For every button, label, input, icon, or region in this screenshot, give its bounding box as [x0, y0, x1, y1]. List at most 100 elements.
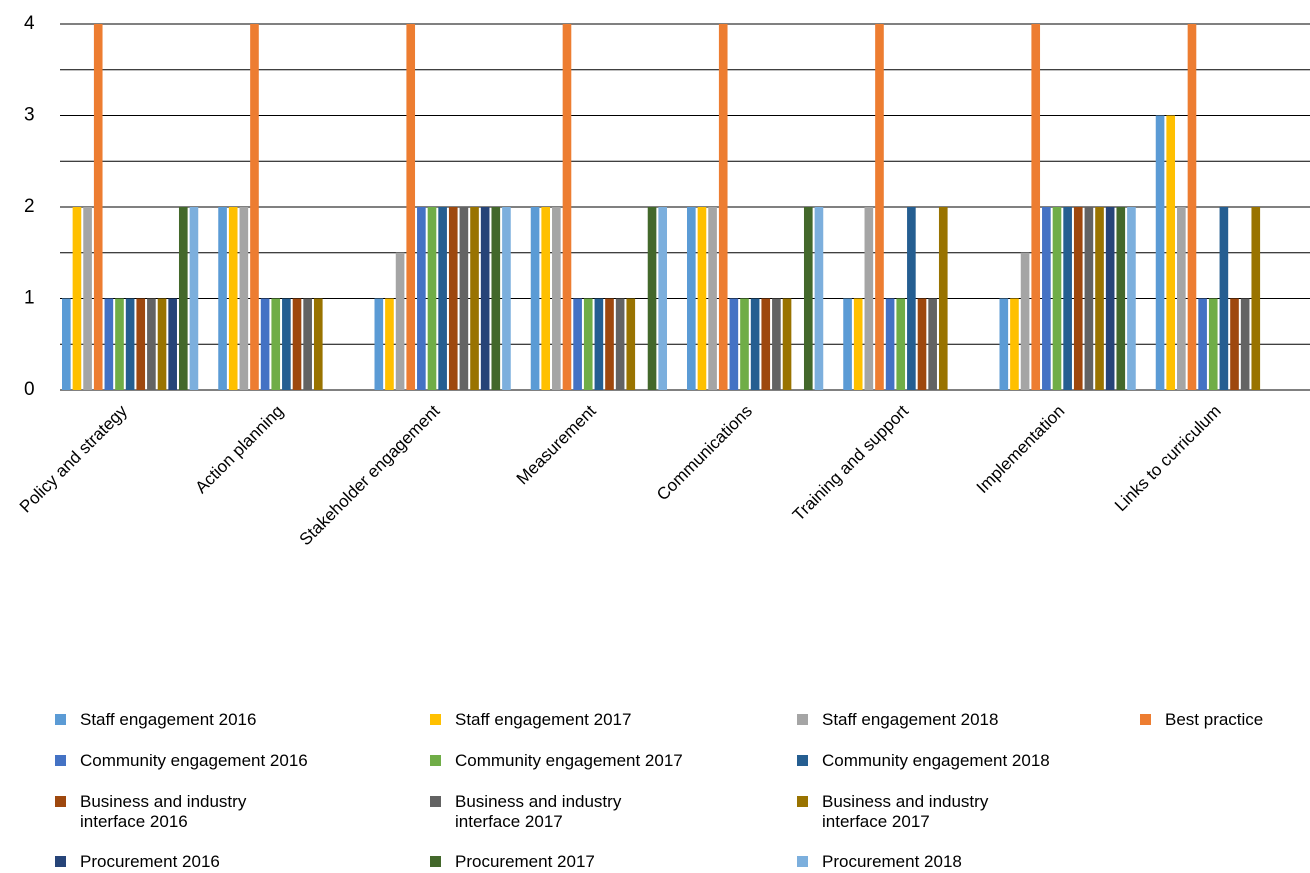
- bar: [658, 207, 667, 390]
- x-tick-label: Implementation: [973, 401, 1069, 497]
- bar: [718, 24, 728, 390]
- bar: [282, 298, 291, 390]
- bar: [626, 298, 636, 390]
- legend-item: Staff engagement 2016: [55, 710, 256, 730]
- x-tick-label: Training and support: [789, 401, 912, 524]
- legend-item: Business and industry interface 2017: [797, 792, 988, 832]
- bar: [438, 207, 447, 390]
- legend-label: Procurement 2017: [455, 852, 595, 871]
- legend-label: Procurement 2018: [822, 852, 962, 871]
- bar: [1208, 298, 1218, 390]
- bar: [552, 207, 561, 390]
- bar: [157, 298, 167, 390]
- bar: [885, 298, 895, 390]
- legend-swatch: [797, 856, 808, 867]
- bar: [427, 207, 437, 390]
- legend-swatch: [430, 856, 441, 867]
- legend-label: Community engagement 2018: [822, 751, 1050, 770]
- legend-label: Staff engagement 2017: [455, 710, 632, 729]
- bar: [938, 207, 948, 390]
- bar: [470, 207, 479, 390]
- legend-item: Procurement 2016: [55, 852, 220, 872]
- bar: [573, 298, 582, 390]
- bar: [72, 207, 82, 390]
- bar: [178, 207, 188, 390]
- bar: [1187, 24, 1197, 390]
- bar: [1230, 298, 1239, 390]
- bar: [1105, 207, 1115, 390]
- bar: [260, 298, 270, 390]
- legend-item: Community engagement 2018: [797, 751, 1050, 771]
- bar: [999, 298, 1009, 390]
- bar: [218, 207, 227, 390]
- bar: [615, 298, 625, 390]
- bar: [271, 298, 281, 390]
- bar: [136, 298, 146, 390]
- bar: [1177, 207, 1186, 390]
- bar: [1219, 207, 1229, 390]
- bar: [1052, 207, 1062, 390]
- bar: [406, 24, 416, 390]
- legend-swatch: [55, 796, 66, 807]
- x-tick-label: Policy and strategy: [16, 401, 131, 516]
- x-tick-label: Action planning: [192, 401, 288, 497]
- bar: [104, 298, 114, 390]
- bar: [168, 298, 177, 390]
- bar: [395, 252, 405, 390]
- bar: [729, 298, 739, 390]
- bar: [1042, 207, 1051, 390]
- bar: [1127, 207, 1136, 390]
- y-tick-label: 1: [24, 288, 35, 309]
- legend-label: Procurement 2016: [80, 852, 220, 871]
- bar: [750, 298, 760, 390]
- bar: [1031, 24, 1041, 390]
- bar: [491, 207, 501, 390]
- bar: [125, 298, 135, 390]
- bar: [93, 24, 103, 390]
- legend-item: Procurement 2018: [797, 852, 962, 872]
- bar: [115, 298, 124, 390]
- legend-item: Staff engagement 2017: [430, 710, 631, 730]
- legend-swatch: [797, 796, 808, 807]
- bar: [1095, 207, 1104, 390]
- bar: [605, 298, 614, 390]
- y-tick-label: 2: [24, 196, 35, 217]
- bar: [448, 207, 458, 390]
- legend-item: Best practice: [1140, 710, 1263, 730]
- bar: [1116, 207, 1126, 390]
- bar: [853, 298, 863, 390]
- bar: [928, 298, 937, 390]
- bar: [1073, 207, 1083, 390]
- legend-swatch: [1140, 714, 1151, 725]
- bar: [1084, 207, 1094, 390]
- x-tick-label: Communications: [653, 401, 756, 504]
- legend-swatch: [55, 755, 66, 766]
- legend-label: Business and industry interface 2016: [80, 792, 247, 831]
- legend-label: Staff engagement 2018: [822, 710, 999, 729]
- legend-label: Business and industry interface 2017: [455, 792, 622, 831]
- legend-swatch: [430, 796, 441, 807]
- bar: [843, 298, 852, 390]
- x-tick-label: Links to curriculum: [1111, 401, 1225, 515]
- legend-swatch: [797, 755, 808, 766]
- bar: [541, 207, 551, 390]
- bar: [239, 207, 249, 390]
- legend-item: Business and industry interface 2016: [55, 792, 246, 832]
- bar: [594, 298, 604, 390]
- bar: [250, 24, 259, 390]
- legend-label: Business and industry interface 2017: [822, 792, 989, 831]
- y-tick-label: 4: [24, 13, 35, 34]
- bar: [459, 207, 469, 390]
- bar: [917, 298, 927, 390]
- chart: 0 1 2 3 4 Policy and strategy Action planning S…: [16, 13, 1310, 549]
- bar: [228, 207, 238, 390]
- bar: [562, 24, 572, 390]
- legend-swatch: [430, 755, 441, 766]
- bar: [687, 207, 696, 390]
- bar: [303, 298, 312, 390]
- bar: [313, 298, 323, 390]
- bar: [480, 207, 490, 390]
- y-tick-label: 0: [24, 379, 35, 400]
- legend-item: Community engagement 2017: [430, 751, 683, 771]
- bar: [1166, 115, 1176, 390]
